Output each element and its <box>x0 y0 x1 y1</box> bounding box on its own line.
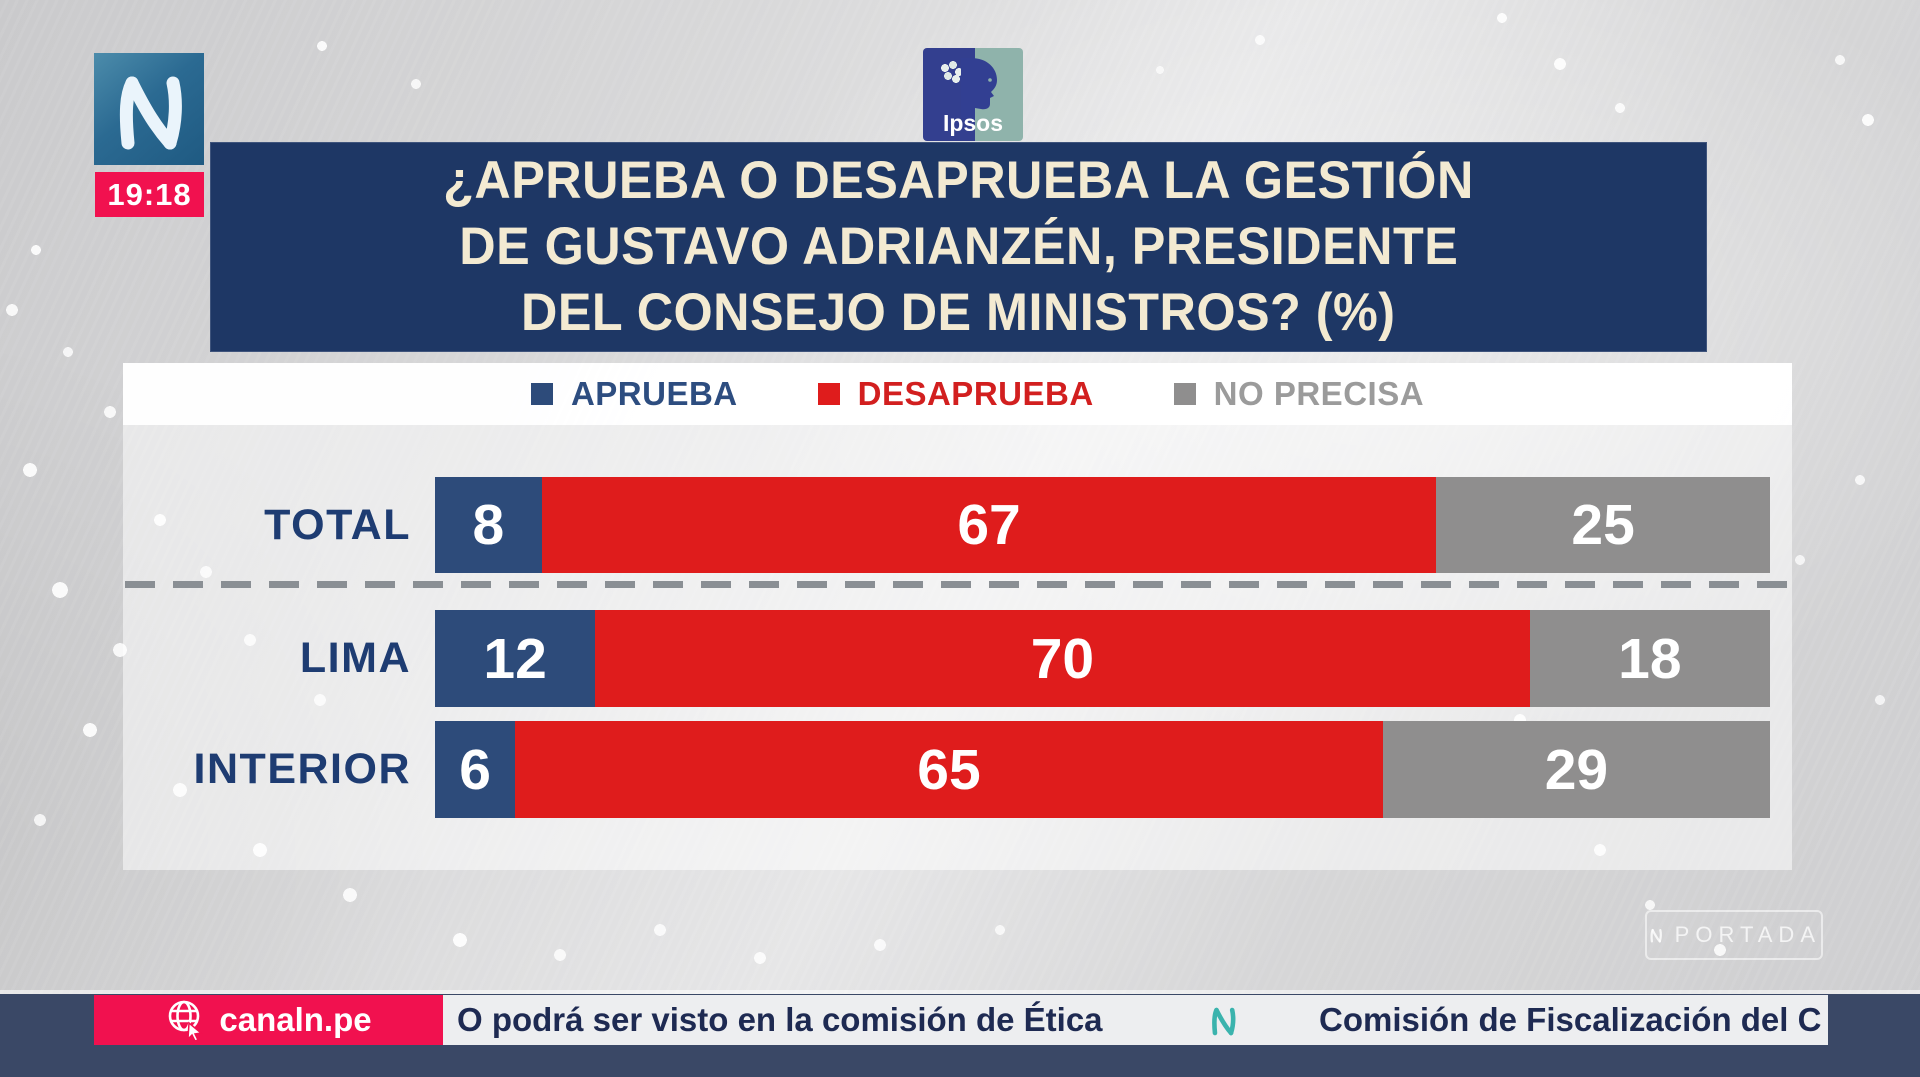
bar-value: 25 <box>1571 493 1635 557</box>
bar-segment-desaprueba: 65 <box>515 721 1383 818</box>
news-ticker: O podrá ser visto en la comisión de Étic… <box>443 995 1828 1045</box>
legend-label: NO PRECISA <box>1213 375 1425 412</box>
time-badge: 19:18 <box>95 172 204 217</box>
globe-cursor-icon <box>169 1000 204 1041</box>
legend-swatch-icon <box>817 383 840 405</box>
bar-segment-aprueba: 6 <box>435 721 516 818</box>
bar-value: 29 <box>1544 737 1609 802</box>
portada-watermark-text: PORTADA <box>1674 922 1821 947</box>
question-title-line: DEL CONSEJO DE MINISTROS? (%) <box>521 283 1396 342</box>
canal-n-icon <box>119 76 182 150</box>
bar-row: LIMA 12 70 18 <box>123 610 1792 707</box>
legend-item: DESAPRUEBA <box>817 375 1094 413</box>
bar-value: 8 <box>472 493 505 557</box>
bar-segment-no-precisa: 25 <box>1436 477 1770 573</box>
bar-segment-no-precisa: 18 <box>1529 610 1770 707</box>
ticker-n-icon <box>1212 1007 1236 1036</box>
bar-value: 12 <box>483 626 547 691</box>
category-label: TOTAL <box>264 500 411 549</box>
ticker-item-1: O podrá ser visto en la comisión de Étic… <box>457 1001 1103 1038</box>
legend-swatch-icon <box>530 383 553 405</box>
portada-n-icon <box>1650 928 1662 943</box>
ipsos-logo: Ipsos <box>923 48 1023 141</box>
question-title: ¿APRUEBA O DESAPRUEBA LA GESTIÓN DE GUSTA… <box>210 142 1707 352</box>
bar-segment-desaprueba: 67 <box>541 477 1437 573</box>
ipsos-wordmark: Ipsos <box>942 110 1004 136</box>
dashed-divider <box>125 581 1790 588</box>
bar-track: 12 70 18 <box>435 610 1770 707</box>
bar-segment-desaprueba: 70 <box>595 610 1530 707</box>
bar-value: 6 <box>459 737 491 802</box>
website-text: canaln.pe <box>219 1001 372 1038</box>
bar-value: 70 <box>1030 626 1095 691</box>
ticker-item-2: Comisión de Fiscalización del C <box>1319 1001 1822 1038</box>
legend-label: APRUEBA <box>570 375 738 412</box>
legend-item: APRUEBA <box>530 375 738 413</box>
bar-value: 18 <box>1618 626 1682 691</box>
lower-third-hairline <box>0 990 1920 994</box>
canal-n-logo <box>94 53 204 165</box>
website-badge: canaln.pe <box>94 995 443 1045</box>
category-label: INTERIOR <box>193 745 411 793</box>
bar-segment-no-precisa: 29 <box>1382 721 1770 818</box>
chart-rows: TOTAL 8 67 25 LIMA 12 70 18 INTERIOR 6 65 29 <box>123 477 1792 818</box>
bar-track: 6 65 29 <box>435 721 1770 818</box>
chart-legend: APRUEBA DESAPRUEBA NO PRECISA <box>123 363 1792 425</box>
bar-value: 67 <box>957 493 1021 557</box>
category-label: LIMA <box>299 634 411 682</box>
legend-swatch-icon <box>1173 383 1196 405</box>
ipsos-tree-icon <box>939 60 965 86</box>
bar-row: INTERIOR 6 65 29 <box>123 721 1792 818</box>
question-title-line: DE GUSTAVO ADRIANZÉN, PRESIDENTE <box>459 217 1458 276</box>
legend-label: DESAPRUEBA <box>857 375 1094 412</box>
bar-value: 65 <box>917 737 981 802</box>
question-title-line: ¿APRUEBA O DESAPRUEBA LA GESTIÓN <box>443 151 1474 210</box>
bar-segment-aprueba: 8 <box>435 477 542 573</box>
bar-row: TOTAL 8 67 25 <box>123 477 1792 573</box>
legend-item: NO PRECISA <box>1173 375 1425 413</box>
bar-track: 8 67 25 <box>435 477 1770 573</box>
bar-segment-aprueba: 12 <box>435 610 596 707</box>
portada-watermark: PORTADA <box>1645 910 1823 960</box>
ipsos-head-icon <box>961 58 997 118</box>
chart-panel: APRUEBA DESAPRUEBA NO PRECISA TOTAL 8 67 25 LI… <box>123 363 1792 870</box>
time-text: 19:18 <box>107 176 192 212</box>
